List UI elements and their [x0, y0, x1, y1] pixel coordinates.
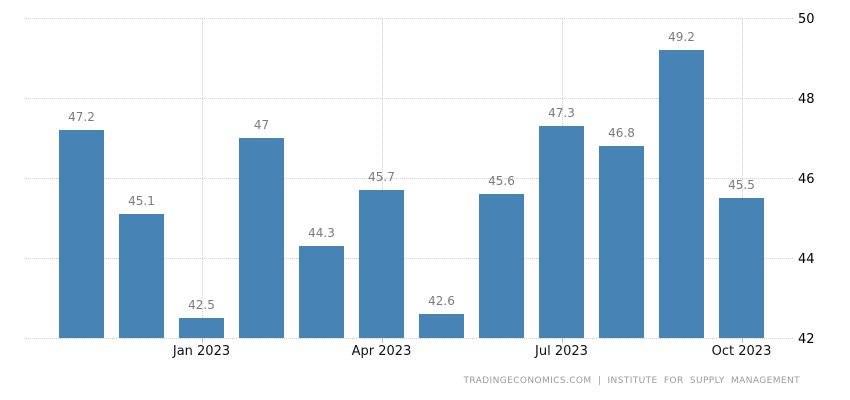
bar[interactable]	[59, 130, 104, 338]
x-gridline	[381, 18, 383, 338]
y-axis-tick-label: 46	[798, 172, 815, 187]
y-gridline	[25, 258, 793, 259]
bar-value-label: 45.6	[488, 174, 515, 188]
y-gridline	[25, 338, 793, 339]
x-axis-tick-label: Apr 2023	[351, 344, 412, 359]
bar-value-label: 45.5	[728, 178, 755, 192]
x-axis-tick-label: Jan 2023	[172, 344, 231, 359]
y-axis-tick-label: 42	[798, 332, 815, 347]
x-axis-tick-mark	[561, 338, 563, 343]
bar[interactable]	[359, 190, 404, 338]
x-gridline	[201, 18, 203, 338]
attribution-text: TRADINGECONOMICS.COM | INSTITUTE FOR SUP…	[463, 376, 800, 386]
bar[interactable]	[179, 318, 224, 338]
bar-value-label: 47.2	[68, 110, 95, 124]
bar[interactable]	[719, 198, 764, 338]
bar-value-label: 47	[253, 118, 270, 132]
bar-value-label: 47.3	[548, 106, 575, 120]
bar-value-label: 45.7	[368, 170, 395, 184]
y-gridline	[25, 178, 793, 179]
x-axis-tick-mark	[201, 338, 203, 343]
x-axis-tick-mark	[741, 338, 743, 343]
bar-value-label: 49.2	[668, 30, 695, 44]
y-axis-tick-label: 48	[798, 92, 815, 107]
bar[interactable]	[119, 214, 164, 338]
bar[interactable]	[599, 146, 644, 338]
y-axis-tick-label: 50	[798, 12, 815, 27]
y-gridline	[25, 18, 793, 19]
x-gridline	[741, 18, 743, 338]
bar[interactable]	[299, 246, 344, 338]
y-axis-tick-label: 44	[798, 252, 815, 267]
bar-value-label: 45.1	[128, 194, 155, 208]
bar[interactable]	[659, 50, 704, 338]
x-axis-tick-label: Jul 2023	[535, 344, 588, 359]
y-gridline	[25, 98, 793, 99]
bar[interactable]	[419, 314, 464, 338]
bar-value-label: 44.3	[308, 226, 335, 240]
x-axis-tick-mark	[381, 338, 383, 343]
bar-value-label: 46.8	[608, 126, 635, 140]
x-axis-tick-label: Oct 2023	[711, 344, 772, 359]
bar[interactable]	[539, 126, 584, 338]
bar-value-label: 42.5	[188, 298, 215, 312]
bar-value-label: 42.6	[428, 294, 455, 308]
bar[interactable]	[479, 194, 524, 338]
bar[interactable]	[239, 138, 284, 338]
